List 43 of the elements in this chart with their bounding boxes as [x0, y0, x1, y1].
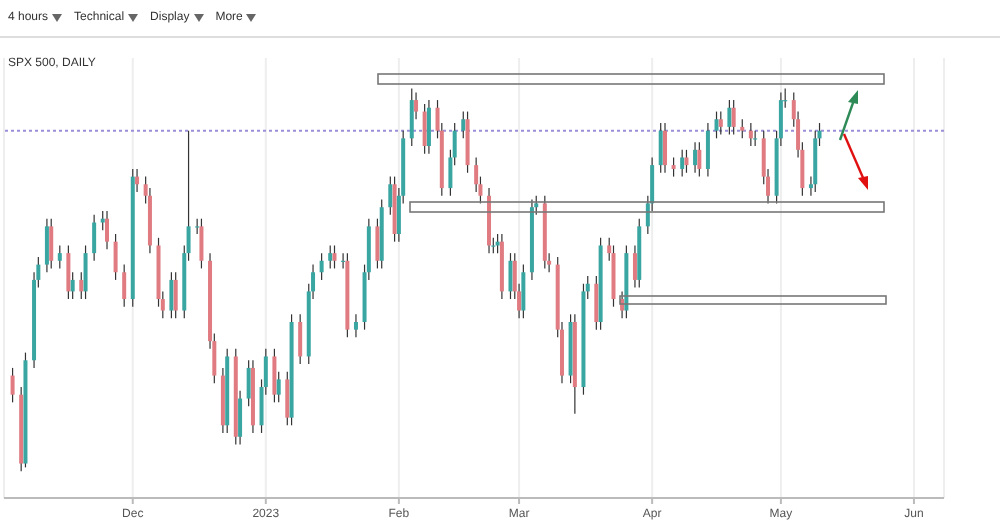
candlestick	[328, 244, 333, 270]
candlestick	[83, 244, 88, 300]
candlestick	[680, 149, 685, 178]
candlestick	[508, 252, 513, 300]
candlestick	[658, 122, 663, 174]
candlestick	[753, 130, 758, 147]
candlestick	[319, 252, 324, 281]
candlestick	[731, 99, 736, 136]
candlestick	[66, 244, 71, 300]
candlestick	[92, 214, 97, 262]
candlestick	[422, 103, 427, 155]
candlestick	[332, 244, 337, 270]
candlestick	[10, 367, 15, 403]
candlestick	[353, 313, 358, 338]
candlestick	[465, 110, 470, 174]
candlestick	[714, 110, 719, 139]
candlestick	[173, 271, 178, 319]
candlestick	[426, 99, 431, 155]
candlestick	[44, 218, 49, 273]
candlestick	[521, 264, 526, 319]
candlestick	[474, 156, 479, 193]
candlestick	[409, 88, 414, 147]
candlestick	[611, 244, 616, 308]
candlestick	[740, 118, 745, 139]
candlestick	[105, 210, 110, 250]
candlestick	[697, 141, 702, 178]
candlestick	[727, 99, 732, 136]
candlestick	[693, 141, 698, 174]
candlestick	[671, 156, 676, 178]
candlestick	[49, 218, 54, 270]
candlestick	[169, 271, 174, 319]
candlestick	[272, 348, 277, 403]
candlestick	[113, 233, 118, 281]
candlestick	[718, 110, 723, 136]
candlestick	[663, 122, 667, 174]
candlestick	[705, 122, 710, 178]
candlestick	[684, 149, 689, 174]
candlestick	[122, 264, 127, 308]
candlestick	[199, 218, 204, 270]
candlestick	[298, 313, 303, 365]
candlestick	[748, 122, 753, 147]
candlestick	[57, 244, 62, 270]
candlestick	[813, 130, 818, 193]
